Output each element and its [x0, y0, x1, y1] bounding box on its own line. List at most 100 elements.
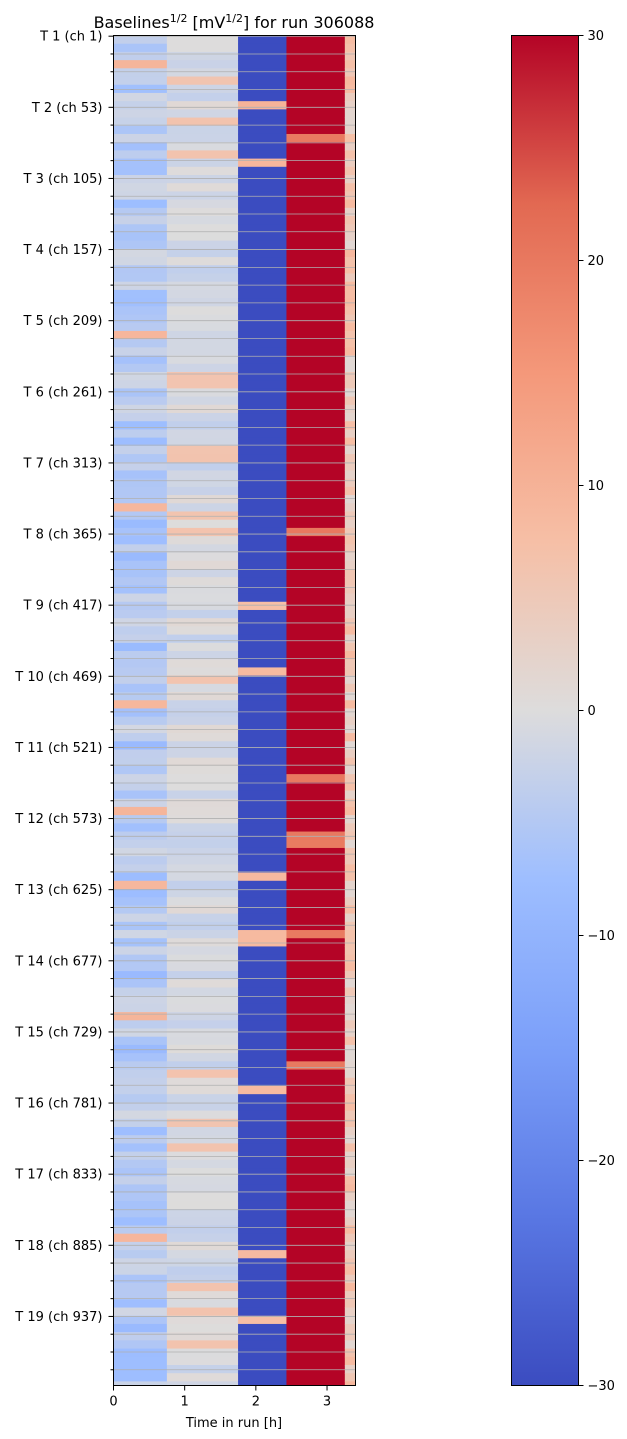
heatmap-cell: [286, 782, 346, 792]
heatmap-cell: [113, 774, 168, 783]
heatmap-cell: [166, 281, 239, 291]
heatmap-cell: [166, 503, 239, 512]
heatmap-cell: [113, 888, 168, 898]
heatmap-cell: [344, 1340, 356, 1350]
heatmap-cell: [344, 125, 356, 135]
heatmap-cell: [166, 339, 239, 348]
heatmap-cell: [113, 1332, 168, 1341]
heatmap-cell: [344, 634, 356, 644]
heatmap-cell: [113, 1135, 168, 1144]
heatmap-cell: [286, 306, 346, 316]
heatmap-cell: [166, 437, 239, 447]
heatmap-cell: [166, 1003, 239, 1013]
heatmap-cell: [286, 905, 346, 915]
heatmap-cell: [166, 1340, 239, 1350]
heatmap-cell: [238, 1340, 287, 1350]
heatmap-cell: [344, 199, 356, 209]
heatmap-cell: [166, 954, 239, 964]
heatmap-cell: [238, 1085, 287, 1095]
heatmap-cell: [344, 1044, 356, 1054]
heatmap-cell: [238, 765, 287, 775]
heatmap-cell: [344, 1053, 356, 1062]
heatmap-cell: [113, 117, 168, 127]
heatmap-cell: [286, 675, 346, 685]
heatmap-cell: [286, 930, 346, 939]
heatmap-cell: [286, 1135, 346, 1144]
heatmap-cell: [238, 995, 287, 1005]
heatmap-cell: [166, 815, 239, 824]
heatmap-cell: [166, 224, 239, 233]
heatmap-cell: [238, 76, 287, 86]
heatmap-cell: [113, 979, 168, 988]
heatmap-cell: [113, 216, 168, 225]
heatmap-cell: [113, 1340, 168, 1350]
heatmap-cell: [286, 577, 346, 586]
heatmap-cell: [113, 987, 168, 997]
heatmap-cell: [238, 921, 287, 931]
heatmap-cell: [113, 806, 168, 816]
heatmap-cell: [113, 962, 168, 972]
heatmap-cell: [286, 946, 346, 956]
colorbar-tick-label: −20: [588, 1154, 615, 1169]
y-tick-label: T 8 (ch 365): [23, 528, 103, 543]
heatmap-cell: [344, 716, 356, 726]
heatmap-cell: [344, 1061, 356, 1071]
heatmap-cell: [166, 240, 239, 250]
heatmap-cell: [166, 109, 239, 119]
heatmap-cell: [238, 158, 287, 168]
heatmap-cell: [238, 437, 287, 447]
heatmap-cell: [344, 1159, 356, 1169]
heatmap-cell: [166, 511, 239, 521]
heatmap-cell: [113, 101, 168, 110]
heatmap-cell: [166, 823, 239, 833]
heatmap-cell: [113, 289, 168, 299]
heatmap-cell: [166, 43, 239, 53]
heatmap-cell: [344, 240, 356, 250]
heatmap-cell: [238, 388, 287, 398]
heatmap-cell: [238, 659, 287, 668]
heatmap-cell: [344, 774, 356, 783]
heatmap-cell: [286, 823, 346, 833]
heatmap-cell: [286, 248, 346, 258]
heatmap-cell: [286, 1356, 346, 1366]
heatmap-cell: [166, 1315, 239, 1325]
heatmap-cell: [344, 380, 356, 389]
heatmap-cell: [166, 1274, 239, 1284]
heatmap-cell: [344, 568, 356, 578]
heatmap-cell: [344, 158, 356, 168]
heatmap-cell: [286, 101, 346, 110]
heatmap-cell: [113, 1315, 168, 1325]
y-tick-label: T 6 (ch 261): [23, 385, 103, 400]
heatmap-cell: [166, 429, 239, 439]
heatmap-cell: [113, 995, 168, 1005]
heatmap-cell: [344, 322, 356, 332]
heatmap-cell: [344, 1110, 356, 1120]
heatmap-cell: [286, 1126, 346, 1136]
heatmap-cell: [113, 954, 168, 964]
heatmap-cell: [166, 577, 239, 586]
heatmap-cell: [113, 1176, 168, 1185]
heatmap-cell: [344, 51, 356, 61]
heatmap-cell: [113, 897, 168, 906]
heatmap-cell: [113, 872, 168, 882]
heatmap-cell: [344, 1364, 356, 1374]
heatmap-cell: [286, 1373, 346, 1382]
heatmap-cell: [113, 847, 168, 857]
heatmap-cell: [238, 692, 287, 701]
heatmap-cell: [166, 289, 239, 299]
chart-title: Baselines1/2 [mV1/2] for run 306088: [94, 12, 375, 32]
heatmap-cell: [238, 971, 287, 980]
heatmap-cell: [344, 905, 356, 915]
heatmap-cell: [344, 216, 356, 225]
heatmap-cell: [113, 536, 168, 545]
heatmap-cell: [113, 601, 168, 611]
heatmap-cell: [238, 183, 287, 192]
heatmap-cell: [238, 404, 287, 414]
heatmap-cell: [166, 1151, 239, 1161]
heatmap-cell: [344, 1184, 356, 1194]
y-tick-label: T 17 (ch 833): [14, 1168, 102, 1183]
heatmap-cell: [113, 35, 168, 45]
heatmap-cell: [113, 1012, 168, 1021]
heatmap-cell: [166, 1258, 239, 1268]
heatmap-cell: [238, 1373, 287, 1382]
